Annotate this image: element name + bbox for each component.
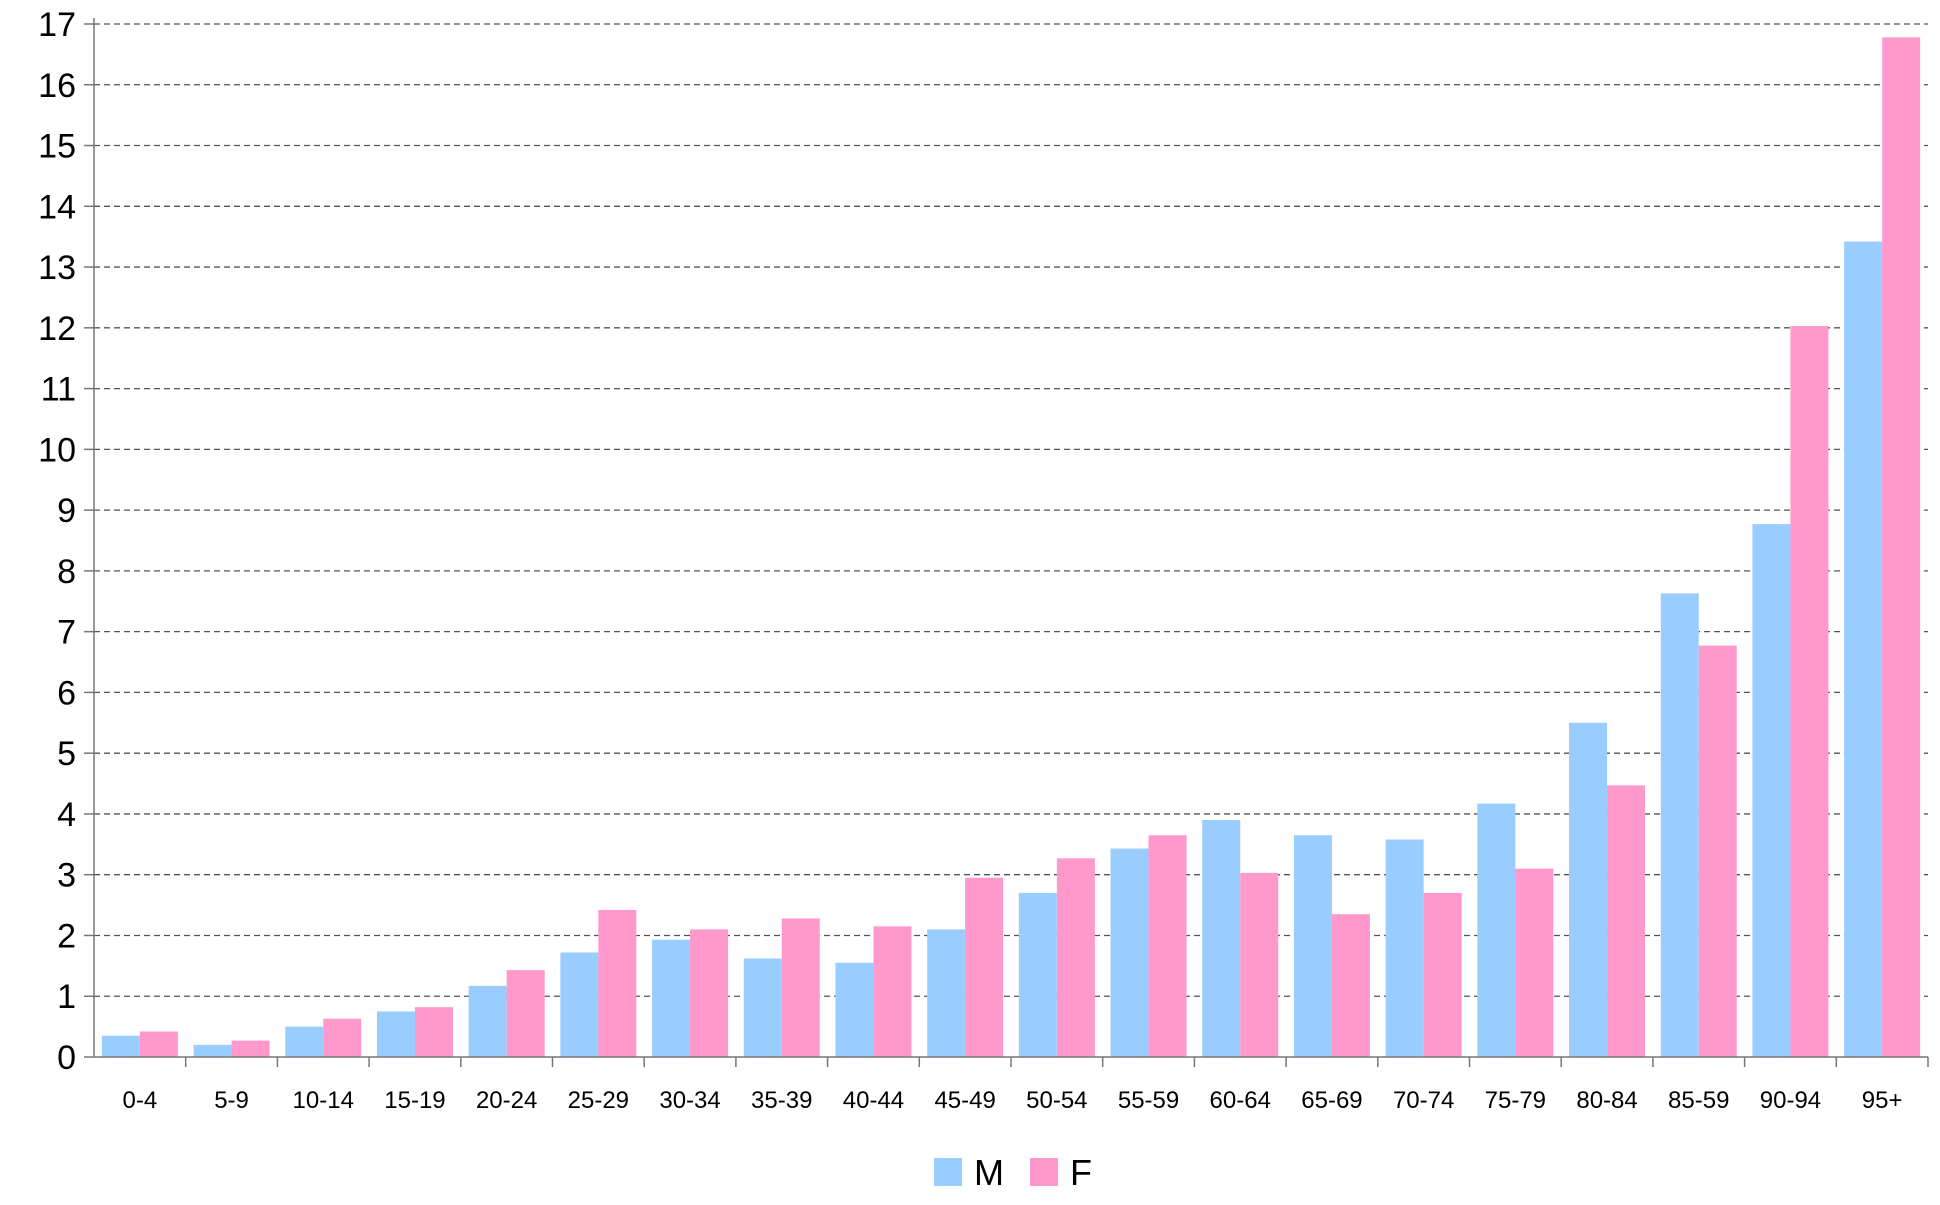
bar-M-25-29	[560, 952, 599, 1057]
bar-F-75-79	[1515, 868, 1554, 1057]
bar-F-15-19	[414, 1007, 453, 1057]
bar-F-20-24	[506, 970, 545, 1057]
bar-F-60-64	[1240, 872, 1279, 1057]
bar-F-70-74	[1423, 892, 1462, 1057]
y-tick-label: 4	[57, 796, 76, 834]
bar-M-75-79	[1477, 803, 1516, 1057]
gridlines	[94, 23, 1928, 997]
y-tick-label: 9	[57, 492, 76, 530]
bar-M-50-54	[1018, 892, 1057, 1057]
y-tick-label: 12	[38, 310, 76, 348]
y-tick-label: 13	[38, 249, 76, 287]
bar-F-45-49	[965, 877, 1004, 1057]
x-tick-label: 80-84	[1576, 1087, 1637, 1114]
bar-M-65-69	[1293, 835, 1332, 1057]
x-tick-label: 75-79	[1485, 1087, 1546, 1114]
bar-F-25-29	[598, 909, 637, 1057]
bar-F-95+	[1882, 37, 1921, 1058]
bar-M-95+	[1844, 241, 1883, 1057]
x-tick-label: 5-9	[214, 1087, 249, 1114]
bar-F-80-84	[1607, 785, 1646, 1057]
bar-F-35-39	[781, 918, 820, 1057]
x-tick-label: 20-24	[476, 1087, 537, 1114]
legend-swatch-M	[934, 1158, 962, 1186]
y-tick-label: 6	[57, 674, 76, 712]
y-tick-label: 10	[38, 431, 76, 469]
bar-M-85-59	[1660, 593, 1699, 1057]
x-tick-label: 55-59	[1118, 1087, 1179, 1114]
x-tick-label: 65-69	[1301, 1087, 1362, 1114]
bar-F-90-94	[1790, 326, 1829, 1057]
bar-F-65-69	[1331, 914, 1370, 1057]
bar-F-0-4	[139, 1031, 178, 1057]
x-tick-label: 15-19	[384, 1087, 445, 1114]
legend-swatch-F	[1030, 1158, 1058, 1186]
bar-M-35-39	[743, 958, 782, 1057]
bar-M-80-84	[1569, 722, 1608, 1057]
bar-M-30-34	[652, 939, 691, 1057]
x-tick-label: 10-14	[293, 1087, 354, 1114]
y-tick-label: 14	[38, 188, 76, 226]
y-tick-label: 16	[38, 67, 76, 105]
x-tick-label: 30-34	[659, 1087, 720, 1114]
y-tick-label: 5	[57, 735, 76, 773]
bar-M-70-74	[1385, 839, 1424, 1057]
x-tick-label: 60-64	[1210, 1087, 1271, 1114]
bar-F-10-14	[323, 1018, 362, 1057]
x-tick-label: 95+	[1862, 1087, 1903, 1114]
bar-M-90-94	[1752, 524, 1791, 1057]
legend-label-M: M	[974, 1152, 1004, 1193]
bar-F-50-54	[1056, 858, 1095, 1057]
bar-F-40-44	[873, 926, 912, 1057]
y-tick-label: 3	[57, 857, 76, 895]
bar-F-85-59	[1698, 645, 1737, 1057]
bar-M-45-49	[927, 929, 966, 1057]
bar-M-10-14	[285, 1026, 324, 1057]
x-tick-label: 25-29	[568, 1087, 629, 1114]
x-tick-label: 45-49	[934, 1087, 995, 1114]
bars	[101, 37, 1921, 1058]
x-tick-label: 50-54	[1026, 1087, 1087, 1114]
bar-F-5-9	[231, 1040, 270, 1057]
y-tick-label: 8	[57, 553, 76, 591]
x-tick-label: 70-74	[1393, 1087, 1454, 1114]
x-axis-tick-labels: 0-4 5-9 10-14 15-19 20-24 25-29 30-34 35-39 40-4…	[123, 1087, 1903, 1114]
bar-F-30-34	[690, 929, 729, 1057]
y-tick-label: 1	[57, 978, 76, 1016]
bar-M-5-9	[193, 1044, 232, 1057]
bar-M-0-4	[101, 1035, 140, 1057]
bar-M-20-24	[468, 985, 507, 1057]
y-tick-label: 15	[38, 128, 76, 166]
x-tick-label: 85-59	[1668, 1087, 1729, 1114]
bar-M-15-19	[376, 1011, 415, 1057]
x-tick-label: 35-39	[751, 1087, 812, 1114]
y-tick-label: 0	[57, 1039, 76, 1077]
y-tick-label: 17	[38, 6, 76, 44]
legend-label-F: F	[1070, 1152, 1092, 1193]
x-tick-label: 90-94	[1760, 1087, 1821, 1114]
y-tick-label: 2	[57, 917, 76, 955]
y-tick-label: 11	[41, 371, 76, 409]
x-tick-label: 40-44	[843, 1087, 904, 1114]
bar-M-60-64	[1202, 820, 1241, 1057]
axes	[84, 18, 1929, 1067]
bar-F-55-59	[1148, 835, 1187, 1057]
y-tick-label: 7	[57, 614, 76, 652]
bar-M-40-44	[835, 962, 874, 1057]
bar-M-55-59	[1110, 848, 1149, 1057]
x-tick-label: 0-4	[123, 1087, 158, 1114]
